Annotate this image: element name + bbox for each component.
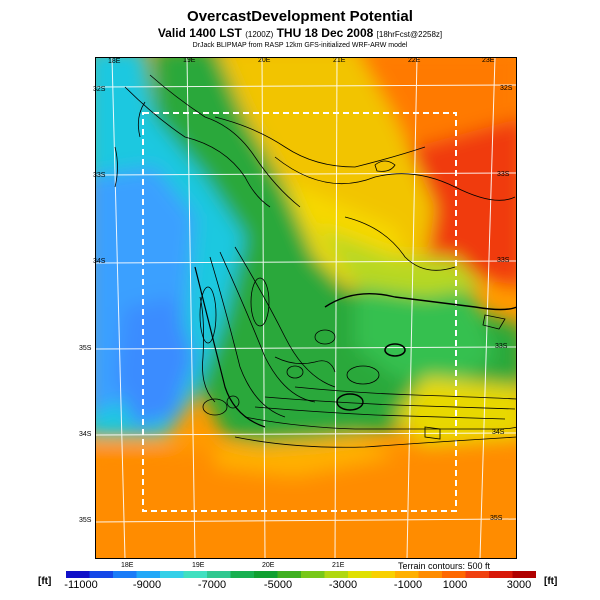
colorbar-swatch: [324, 571, 349, 578]
top-lon-label: 21E: [333, 57, 346, 64]
model-credit: DrJack BLIPMAP from RASP 12km GFS-initia…: [192, 42, 408, 49]
overcast-field: [95, 57, 517, 559]
top-lon-label: 20E: [258, 57, 271, 64]
right-lat-label: 35S: [490, 515, 503, 522]
valid-utc: (1200Z): [245, 30, 274, 39]
right-lat-label: 33S: [495, 343, 508, 350]
top-lon-label: 18E: [108, 58, 121, 65]
colorbar-swatch: [254, 571, 278, 578]
right-lat-label: 34S: [492, 429, 505, 436]
left-lat-label: 34S: [79, 431, 92, 438]
forecast-map: [95, 57, 517, 559]
left-lat-label: 33S: [93, 172, 106, 179]
left-lat-label: 35S: [79, 345, 92, 352]
colorbar-swatch: [113, 571, 137, 578]
colorbar-swatch: [136, 571, 161, 578]
colorbar-swatch: [207, 571, 231, 578]
terrain-contour-note: Terrain contours: 500 ft: [398, 561, 491, 571]
colorbar-swatch: [277, 571, 302, 578]
right-lat-label: 33S: [497, 257, 510, 264]
colorbar-swatch: [230, 571, 255, 578]
colorbar-label: -5000: [263, 579, 293, 591]
inner-domain-box: [142, 112, 457, 512]
colorbar-swatch: [301, 571, 325, 578]
colorbar-label: -3000: [328, 579, 358, 591]
colorbar-swatch: [160, 571, 184, 578]
left-lat-label: 34S: [93, 258, 106, 265]
colorbar-label: -9000: [132, 579, 162, 591]
valid-run: [18hrFcst@2258z]: [376, 30, 443, 39]
right-lat-label: 32S: [500, 85, 513, 92]
colorbar-swatch: [183, 571, 208, 578]
colorbar-swatch: [512, 571, 536, 578]
bottom-lon-label: 20E: [262, 562, 275, 569]
colorbar-swatch: [348, 571, 372, 578]
colorbar-swatch: [465, 571, 490, 578]
colorbar-unit-left: [ft]: [38, 576, 52, 587]
colorbar-label: -7000: [197, 579, 227, 591]
top-lon-label: 22E: [408, 57, 421, 64]
colorbar-swatch: [489, 571, 513, 578]
terrain-contours: [114, 74, 517, 448]
colorbar-label: 1000: [442, 579, 468, 591]
colorbar-swatch: [442, 571, 466, 578]
colorbar-swatch: [371, 571, 396, 578]
left-lat-label: 32S: [93, 86, 106, 93]
bottom-lon-label: 21E: [332, 562, 345, 569]
colorbar-swatch: [395, 571, 419, 578]
colorbar-swatch: [418, 571, 443, 578]
bottom-lon-label: 19E: [192, 562, 205, 569]
colorbar-swatch: [89, 571, 114, 578]
colorbar-unit-right: [ft]: [544, 576, 558, 587]
left-lat-label: 35S: [79, 517, 92, 524]
right-lat-label: 33S: [497, 171, 510, 178]
map-title: OvercastDevelopment Potential: [187, 8, 413, 25]
colorbar: [66, 571, 536, 578]
valid-date: THU 18 Dec 2008: [276, 26, 374, 40]
bottom-lon-label: 18E: [121, 562, 134, 569]
colorbar-label: -11000: [64, 579, 98, 591]
valid-prefix: Valid 1400 LST: [157, 26, 242, 40]
top-lon-label: 23E: [482, 57, 495, 64]
top-lon-label: 19E: [183, 57, 196, 64]
graticule: [95, 57, 517, 559]
colorbar-label: 3000: [506, 579, 532, 591]
colorbar-label: -1000: [393, 579, 423, 591]
colorbar-swatch: [66, 571, 90, 578]
valid-time-line: Valid 1400 LST (1200Z) THU 18 Dec 2008 […: [0, 26, 600, 40]
